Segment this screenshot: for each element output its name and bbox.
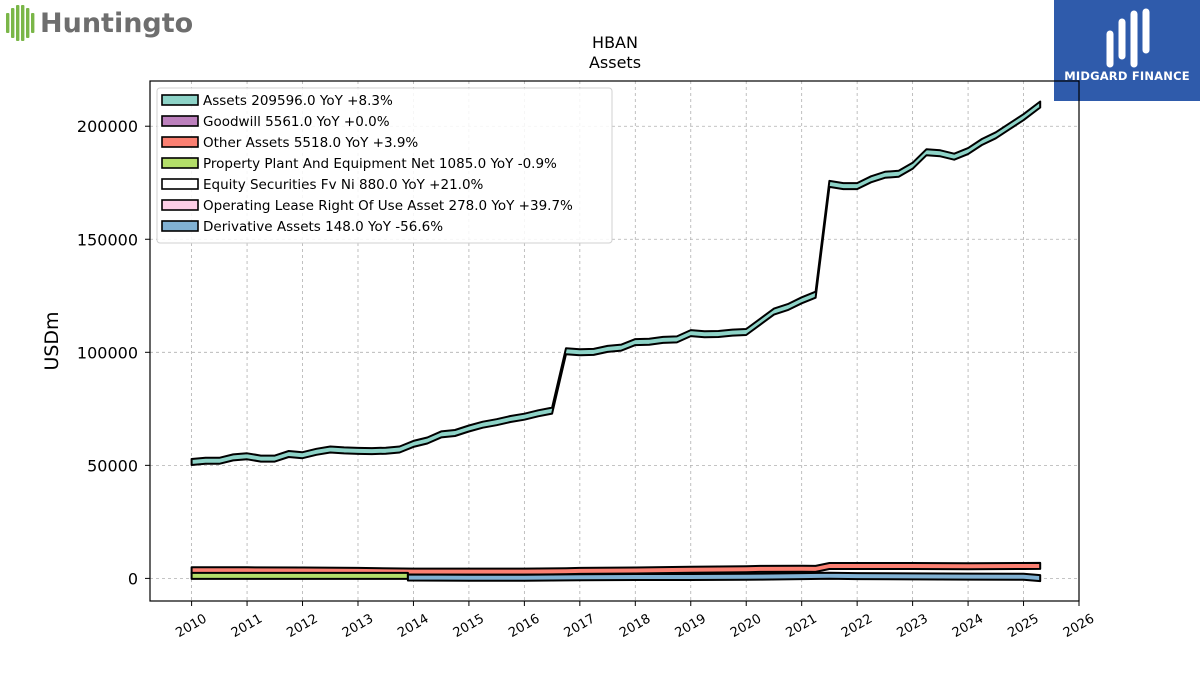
chart-title: HBAN	[592, 33, 638, 52]
huntington-logo: Huntington	[6, 5, 194, 41]
x-tick-label: 2021	[784, 611, 820, 641]
huntington-wordmark: Huntington	[40, 8, 194, 39]
x-tick-label: 2014	[395, 611, 431, 641]
legend-entry: Assets 209596.0 YoY +8.3%	[203, 93, 393, 109]
badge-label: MIDGARD FINANCE	[1064, 69, 1190, 83]
legend-swatch	[161, 115, 199, 127]
series-area-derivative-assets	[406, 571, 1042, 583]
x-axis: 2010 2011 2012 2013 2014 2015 2016 2017 2018 2019…	[173, 601, 1097, 641]
huntington-bars-icon	[6, 5, 35, 41]
y-tick-label: 150000	[77, 230, 138, 249]
legend: Assets 209596.0 YoY +8.3% Goodwill 5561.0…	[156, 87, 613, 244]
plot-frame	[149, 80, 1080, 602]
x-tick-label: 2010	[173, 611, 209, 641]
legend-entry: Derivative Assets 148.0 YoY -56.6%	[203, 219, 443, 235]
x-tick-label: 2022	[839, 611, 875, 641]
x-tick-label: 2012	[284, 611, 320, 641]
x-tick-label: 2019	[673, 611, 709, 641]
legend-swatch	[161, 199, 199, 211]
x-tick-label: 2015	[451, 611, 487, 641]
y-tick-label: 50000	[87, 456, 138, 475]
legend-entry: Operating Lease Right Of Use Asset 278.0…	[203, 198, 573, 214]
legend-swatch	[161, 157, 199, 169]
x-tick-label: 2020	[728, 611, 764, 641]
series-area-assets	[190, 100, 1042, 466]
legend-box	[156, 87, 613, 244]
legend-entry: Other Assets 5518.0 YoY +3.9%	[203, 135, 418, 151]
x-tick-label: 2011	[229, 611, 265, 641]
x-tick-label: 2026	[1061, 611, 1097, 641]
x-tick-label: 2024	[950, 611, 986, 641]
legend-swatch	[161, 136, 199, 148]
x-tick-label: 2016	[506, 611, 542, 641]
x-tick-label: 2023	[894, 611, 930, 641]
legend-swatch	[161, 94, 199, 106]
legend-entry: Property Plant And Equipment Net 1085.0 …	[203, 156, 557, 172]
legend-swatch	[161, 220, 199, 232]
x-tick-label: 2018	[617, 611, 653, 641]
midgard-finance-badge: MIDGARD FINANCE	[1054, 0, 1200, 101]
y-tick-label: 200000	[77, 117, 138, 136]
x-tick-label: 2025	[1005, 611, 1041, 641]
legend-entry: Goodwill 5561.0 YoY +0.0%	[203, 114, 390, 130]
legend-swatch	[161, 178, 199, 190]
legend-entry: Equity Securities Fv Ni 880.0 YoY +21.0%	[203, 177, 484, 193]
series-area-property-plant-and-equipment-net	[190, 571, 409, 580]
y-tick-label: 100000	[77, 343, 138, 362]
y-tick-label: 0	[128, 569, 138, 588]
y-axis: 0 50000 100000 150000 200000	[77, 117, 150, 588]
midgard-m-icon	[1106, 8, 1150, 68]
y-axis-label: USDm	[41, 311, 63, 370]
series-areas	[190, 100, 1042, 583]
x-tick-label: 2017	[562, 611, 598, 641]
chart-subtitle: Assets	[589, 53, 641, 72]
x-tick-label: 2013	[340, 611, 376, 641]
